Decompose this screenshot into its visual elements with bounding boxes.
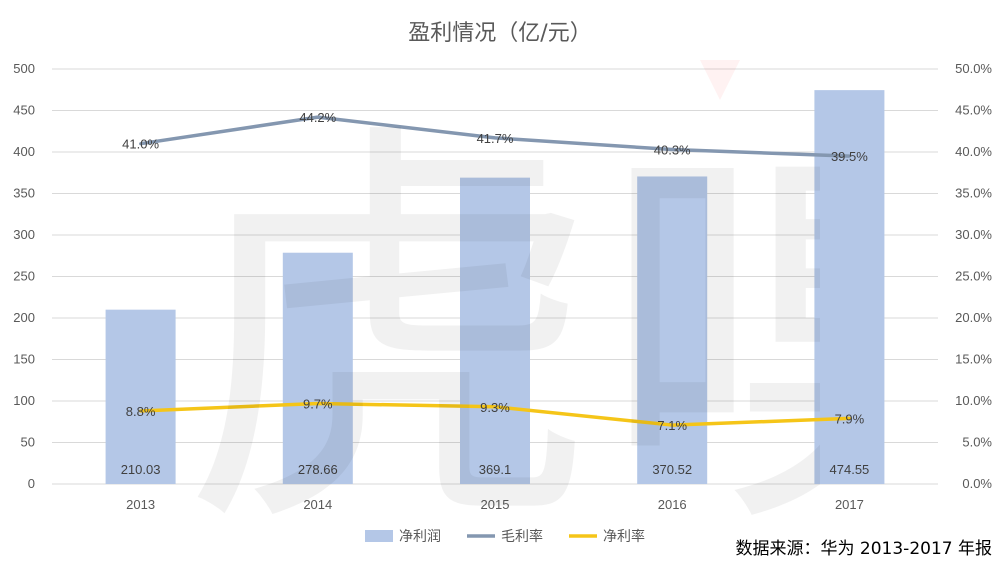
chart-title: 盈利情况（亿/元） xyxy=(408,21,591,46)
y-left-tick-label: 350 xyxy=(13,186,35,201)
bar-2013 xyxy=(105,309,176,484)
line-point xyxy=(847,154,851,158)
y-right-tick-label: 45.0% xyxy=(955,103,992,118)
legend-label: 毛利率 xyxy=(501,528,543,545)
line-value-label: 7.9% xyxy=(835,411,865,426)
bar-value-label: 370.52 xyxy=(652,462,692,477)
y-right-tick-label: 40.0% xyxy=(955,144,992,159)
y-right-tick-label: 30.0% xyxy=(955,227,992,242)
y-left-tick-label: 400 xyxy=(13,144,35,159)
line-point xyxy=(847,416,851,420)
y-left-tick-label: 300 xyxy=(13,227,35,242)
line-point xyxy=(139,409,143,413)
y-right-tick-label: 10.0% xyxy=(955,393,992,408)
line-point xyxy=(316,401,320,405)
y-right-tick-label: 50.0% xyxy=(955,61,992,76)
line-value-label: 39.5% xyxy=(831,149,868,164)
y-left-tick-label: 0 xyxy=(28,476,35,491)
y-left-tick-label: 150 xyxy=(13,352,35,367)
line-value-label: 7.1% xyxy=(657,418,687,433)
x-tick-label: 2015 xyxy=(481,497,510,512)
y-left-tick-label: 250 xyxy=(13,269,35,284)
legend-swatch xyxy=(365,530,393,542)
bar-value-label: 474.55 xyxy=(830,462,870,477)
line-point xyxy=(670,148,674,152)
bar-2016 xyxy=(637,176,708,485)
y-right-tick-label: 5.0% xyxy=(962,435,992,450)
bar-2015 xyxy=(460,177,530,484)
y-right-tick-label: 20.0% xyxy=(955,310,992,325)
y-left-tick-label: 50 xyxy=(21,435,35,450)
y-right-tick-label: 35.0% xyxy=(955,186,992,201)
bar-2014 xyxy=(282,252,353,484)
bar-value-label: 278.66 xyxy=(298,462,338,477)
y-left-tick-label: 200 xyxy=(13,310,35,325)
line-point xyxy=(670,423,674,427)
x-tick-label: 2013 xyxy=(126,497,155,512)
line-value-label: 9.3% xyxy=(480,400,510,415)
y-right-tick-label: 15.0% xyxy=(955,352,992,367)
bar-value-label: 369.1 xyxy=(479,462,512,477)
y-left-tick-label: 100 xyxy=(13,393,35,408)
line-value-label: 44.2% xyxy=(299,110,336,125)
y-right-tick-label: 0.0% xyxy=(962,476,992,491)
line-value-label: 40.3% xyxy=(654,143,691,158)
line-point xyxy=(493,405,497,409)
y-left-tick-label: 450 xyxy=(13,103,35,118)
x-tick-label: 2016 xyxy=(658,497,687,512)
x-tick-label: 2014 xyxy=(303,497,332,512)
line-point xyxy=(316,115,320,119)
line-value-label: 41.0% xyxy=(122,137,159,152)
y-right-tick-label: 25.0% xyxy=(955,269,992,284)
bar-value-label: 210.03 xyxy=(121,462,161,477)
legend-label: 净利率 xyxy=(603,528,645,545)
line-point xyxy=(139,142,143,146)
x-tick-label: 2017 xyxy=(835,497,864,512)
line-value-label: 8.8% xyxy=(126,404,156,419)
line-value-label: 41.7% xyxy=(477,131,514,146)
line-point xyxy=(493,136,497,140)
legend-label: 净利润 xyxy=(399,529,441,545)
data-source-note: 数据来源：华为 2013-2017 年报 xyxy=(735,539,992,559)
y-left-tick-label: 500 xyxy=(13,61,35,76)
line-value-label: 9.7% xyxy=(303,396,333,411)
